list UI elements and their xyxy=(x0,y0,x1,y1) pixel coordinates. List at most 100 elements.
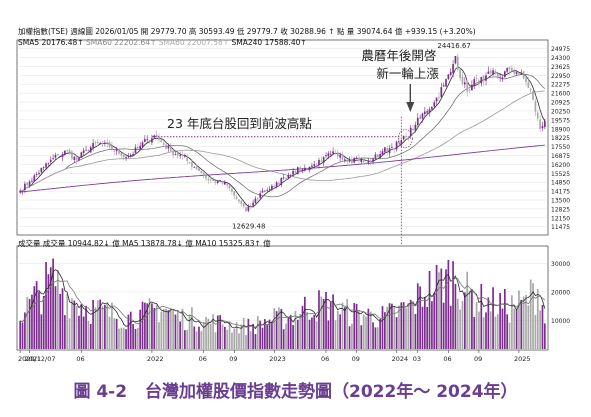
volume-bar xyxy=(506,314,509,349)
volume-bar xyxy=(151,303,153,349)
price-tick-label: 22950 xyxy=(551,73,570,80)
volume-bar xyxy=(247,318,250,349)
candle-body xyxy=(254,198,257,204)
candle-body xyxy=(506,67,509,72)
volume-bar xyxy=(118,328,120,349)
volume-bar xyxy=(381,306,384,349)
candle-body xyxy=(49,159,52,162)
volume-bar xyxy=(273,308,276,349)
volume-bar xyxy=(529,279,532,349)
volume-bar xyxy=(287,317,290,349)
candle-body xyxy=(195,167,198,170)
volume-bar xyxy=(89,323,92,349)
candle-body xyxy=(153,135,156,138)
candle-body xyxy=(136,147,139,149)
volume-bar xyxy=(419,286,421,349)
volume-bar xyxy=(172,309,174,349)
candle-body xyxy=(54,155,57,158)
date-tick-label: 06 xyxy=(443,355,451,363)
sma5-label: SMA5 20176.48↑ xyxy=(18,38,84,47)
candle-body xyxy=(386,148,389,152)
annotation-text: 新一輪上漲 xyxy=(376,66,439,81)
candle-body xyxy=(496,73,499,78)
candle-body xyxy=(205,174,207,179)
candle-body xyxy=(518,73,520,76)
volume-bar xyxy=(259,320,261,349)
volume-bar xyxy=(104,304,106,349)
candle-body xyxy=(405,136,407,137)
volume-bar xyxy=(125,329,127,349)
volume-bar xyxy=(299,313,301,349)
volume-bar xyxy=(35,281,38,349)
candle-body xyxy=(174,154,177,155)
volume-bar xyxy=(376,327,379,349)
volume-bar xyxy=(231,332,233,349)
volume-bar xyxy=(212,314,214,349)
volume-ma5-line xyxy=(20,269,546,330)
candle-body xyxy=(503,71,506,78)
candle-body xyxy=(35,174,38,175)
volume-bar xyxy=(301,305,304,349)
volume-bar xyxy=(487,297,490,349)
volume-bar xyxy=(332,294,334,349)
volume-bar xyxy=(195,331,198,349)
sma240-line xyxy=(20,144,545,193)
volume-bar xyxy=(438,272,440,349)
volume-ma10-line xyxy=(20,277,546,328)
candle-body xyxy=(26,182,29,186)
volume-bar xyxy=(141,301,144,349)
volume-bar xyxy=(362,314,365,349)
volume-bar xyxy=(532,283,534,349)
volume-bar xyxy=(475,302,478,349)
volume-bar xyxy=(405,308,407,349)
volume-bar xyxy=(271,321,273,349)
candle-body xyxy=(31,180,33,182)
volume-bar xyxy=(59,293,62,349)
candle-body xyxy=(471,84,473,90)
candle-body xyxy=(113,150,116,152)
candle-body xyxy=(162,143,165,145)
volume-bar xyxy=(155,304,158,349)
volume-bar xyxy=(99,299,102,349)
volume-bar xyxy=(515,309,518,349)
date-tick-label: 2021 xyxy=(25,355,42,363)
volume-bar xyxy=(329,302,332,349)
candle-body xyxy=(259,193,261,198)
candle-body xyxy=(226,183,229,186)
volume-bar xyxy=(193,326,196,349)
candle-body xyxy=(322,157,325,163)
date-tick-label: 09 xyxy=(229,355,237,363)
candle-body xyxy=(158,136,160,140)
figure-number: 圖 4-2 xyxy=(73,382,128,402)
candle-body xyxy=(296,167,299,175)
candle-body xyxy=(482,75,485,82)
volume-bar xyxy=(386,306,389,349)
candle-body xyxy=(94,142,97,144)
volume-bar xyxy=(252,323,254,349)
price-tick-label: 24975 xyxy=(551,46,570,53)
candle-body xyxy=(179,155,182,156)
volume-bar xyxy=(320,296,323,349)
volume-bar xyxy=(336,310,339,349)
candle-body xyxy=(487,71,490,74)
date-tick-label: 2023 xyxy=(269,355,286,363)
volume-bar xyxy=(494,316,497,349)
candle-body xyxy=(256,197,259,199)
volume-bar xyxy=(308,319,311,349)
volume-bar xyxy=(144,302,146,349)
volume-bar xyxy=(289,314,292,349)
volume-bar xyxy=(365,316,367,349)
date-tick-label: 2022 xyxy=(147,355,164,363)
candle-body xyxy=(287,174,290,179)
candle-body xyxy=(421,113,424,119)
volume-bar xyxy=(539,310,541,349)
volume-bar xyxy=(388,303,391,349)
price-tick-label: 18900 xyxy=(551,126,570,133)
candle-body xyxy=(99,143,102,144)
candle-body xyxy=(463,82,466,85)
candle-body xyxy=(353,157,356,163)
candle-body xyxy=(327,153,330,156)
candle-body xyxy=(148,140,151,142)
candle-body xyxy=(33,175,36,182)
volume-bar xyxy=(463,292,466,349)
